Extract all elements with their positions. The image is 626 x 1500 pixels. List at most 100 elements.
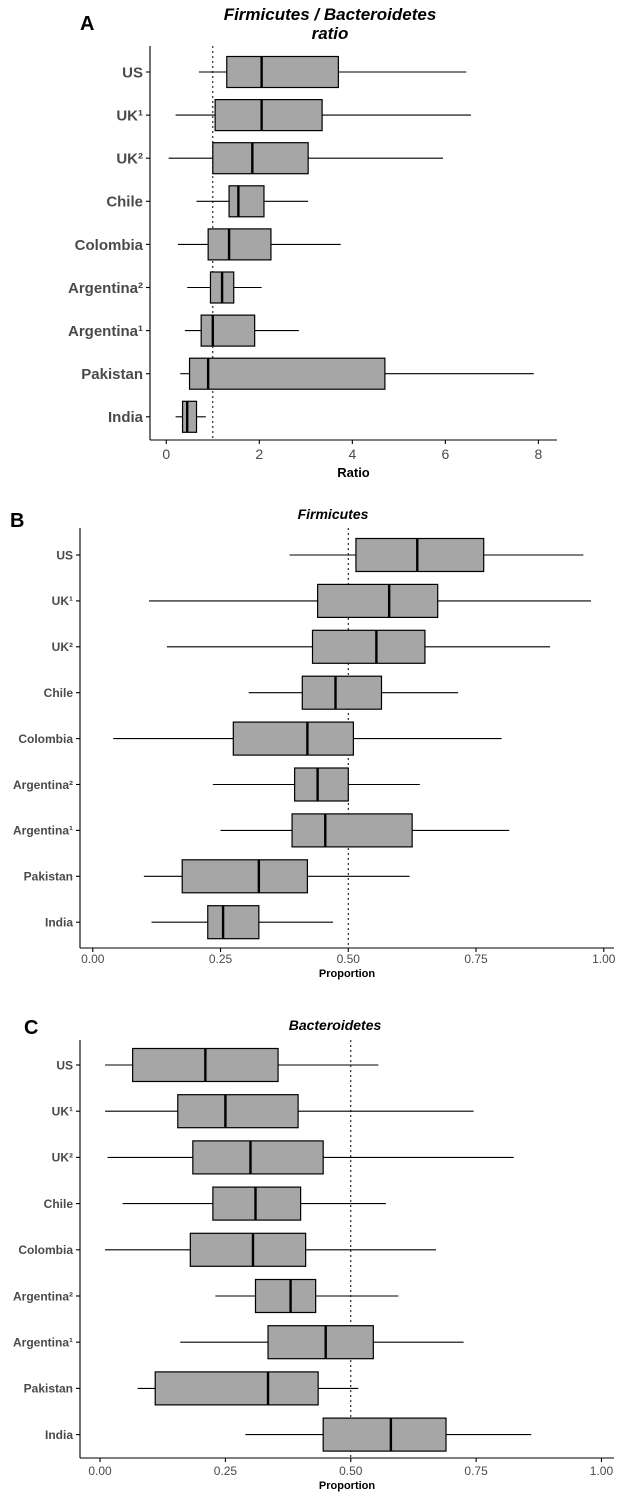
category-label: Argentina² (13, 1289, 73, 1303)
box-6 (220, 813, 510, 848)
box-5 (215, 1278, 399, 1314)
x-tick-label: 0 (162, 446, 170, 462)
iqr-box (177, 1094, 299, 1129)
x-tick-label: 0.25 (209, 952, 233, 966)
category-label: Chile (44, 686, 74, 700)
panel-letter: B (10, 510, 24, 532)
x-tick-label: 0.50 (339, 1464, 363, 1478)
x-tick-label: 8 (534, 446, 542, 462)
iqr-box (294, 767, 349, 802)
category-label: US (56, 548, 73, 562)
category-label: UK¹ (52, 594, 73, 608)
iqr-box (254, 1278, 317, 1314)
category-label: India (45, 1428, 73, 1442)
iqr-box (212, 1186, 302, 1221)
category-label: UK¹ (52, 1105, 73, 1119)
iqr-box (181, 859, 308, 894)
box-6 (184, 314, 299, 347)
iqr-box (200, 314, 256, 347)
category-label: Pakistan (81, 366, 143, 383)
box-4 (177, 228, 341, 261)
iqr-box (355, 537, 485, 573)
x-tick-label: 2 (255, 446, 263, 462)
category-label: Colombia (18, 732, 73, 746)
x-tick-label: 0.75 (464, 952, 488, 966)
box-5 (212, 767, 420, 802)
panel-letter: A (80, 13, 94, 35)
x-tick-label: 6 (441, 446, 449, 462)
box-3 (196, 185, 309, 218)
x-tick-label: 0.00 (81, 952, 105, 966)
iqr-box (192, 1140, 324, 1175)
box-0 (105, 1047, 379, 1083)
category-label: Colombia (18, 1243, 73, 1257)
category-label: Chile (106, 194, 143, 211)
box-1 (175, 98, 471, 132)
category-label: Argentina² (68, 280, 143, 297)
x-axis-label: Ratio (337, 465, 370, 480)
category-label: UK¹ (116, 108, 143, 125)
box-4 (113, 721, 502, 756)
category-label: Chile (44, 1197, 74, 1211)
iqr-box (207, 905, 260, 940)
iqr-box (291, 813, 413, 848)
panel-b: B Firmicutes US UK¹ UK² Chile Colombia Argentin… (10, 506, 616, 980)
iqr-box (189, 1232, 307, 1267)
box-8 (175, 400, 206, 433)
category-label: Argentina¹ (13, 824, 73, 838)
x-tick-label: 1.00 (590, 1464, 614, 1478)
category-label: UK² (52, 640, 73, 654)
category-label: Colombia (75, 237, 144, 254)
x-tick-label: 0.75 (464, 1464, 488, 1478)
panel-c: C Bacteroidetes US UK¹ UK² Chile Colombia Argen… (13, 1017, 614, 1492)
x-axis-label: Proportion (319, 968, 375, 980)
iqr-box (232, 721, 354, 756)
iqr-box (322, 1417, 447, 1452)
box-6 (180, 1325, 464, 1360)
iqr-box (214, 98, 323, 132)
x-tick-label: 4 (348, 446, 356, 462)
category-label: Argentina² (13, 778, 73, 792)
chart-title: Bacteroidetes (289, 1017, 382, 1033)
category-label: India (108, 409, 144, 426)
category-label: US (56, 1058, 73, 1072)
x-tick-label: 0.50 (337, 952, 361, 966)
chart-title: Firmicutes / Bacteroidetes (224, 5, 437, 24)
category-label: Argentina¹ (13, 1336, 73, 1350)
x-tick-label: 0.00 (88, 1464, 112, 1478)
iqr-box (267, 1325, 374, 1360)
iqr-box (207, 228, 272, 261)
box-4 (105, 1232, 436, 1267)
category-label: India (45, 916, 73, 930)
iqr-box (228, 185, 265, 218)
box-2 (107, 1140, 514, 1175)
chart-title: Firmicutes (298, 506, 369, 522)
box-7 (137, 1371, 359, 1406)
box-3 (122, 1186, 386, 1221)
category-label: Pakistan (24, 870, 73, 884)
iqr-box (181, 400, 198, 433)
iqr-box (317, 583, 439, 619)
category-label: US (122, 64, 143, 81)
iqr-box (301, 675, 383, 710)
category-label: Pakistan (24, 1382, 73, 1396)
x-tick-label: 0.25 (214, 1464, 238, 1478)
iqr-box (188, 357, 386, 390)
category-label: Argentina¹ (68, 323, 143, 340)
chart-title-line2: ratio (312, 24, 349, 43)
iqr-box (212, 142, 309, 175)
box-1 (148, 583, 592, 619)
panel-letter: C (24, 1017, 38, 1039)
box-5 (187, 271, 262, 304)
box-7 (180, 357, 534, 390)
category-label: UK² (116, 151, 143, 168)
iqr-box (226, 55, 339, 89)
box-0 (198, 55, 467, 89)
box-8 (151, 905, 333, 940)
box-1 (105, 1094, 474, 1129)
box-0 (289, 537, 584, 573)
box-3 (248, 675, 459, 710)
iqr-box (311, 629, 426, 664)
